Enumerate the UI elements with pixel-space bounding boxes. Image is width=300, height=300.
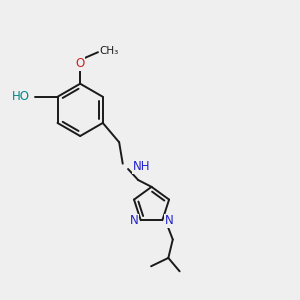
Text: NH: NH <box>133 160 150 173</box>
Text: N: N <box>164 214 173 227</box>
Text: CH₃: CH₃ <box>100 46 119 56</box>
Text: O: O <box>76 57 85 70</box>
Text: N: N <box>130 214 139 227</box>
Text: HO: HO <box>12 90 30 103</box>
